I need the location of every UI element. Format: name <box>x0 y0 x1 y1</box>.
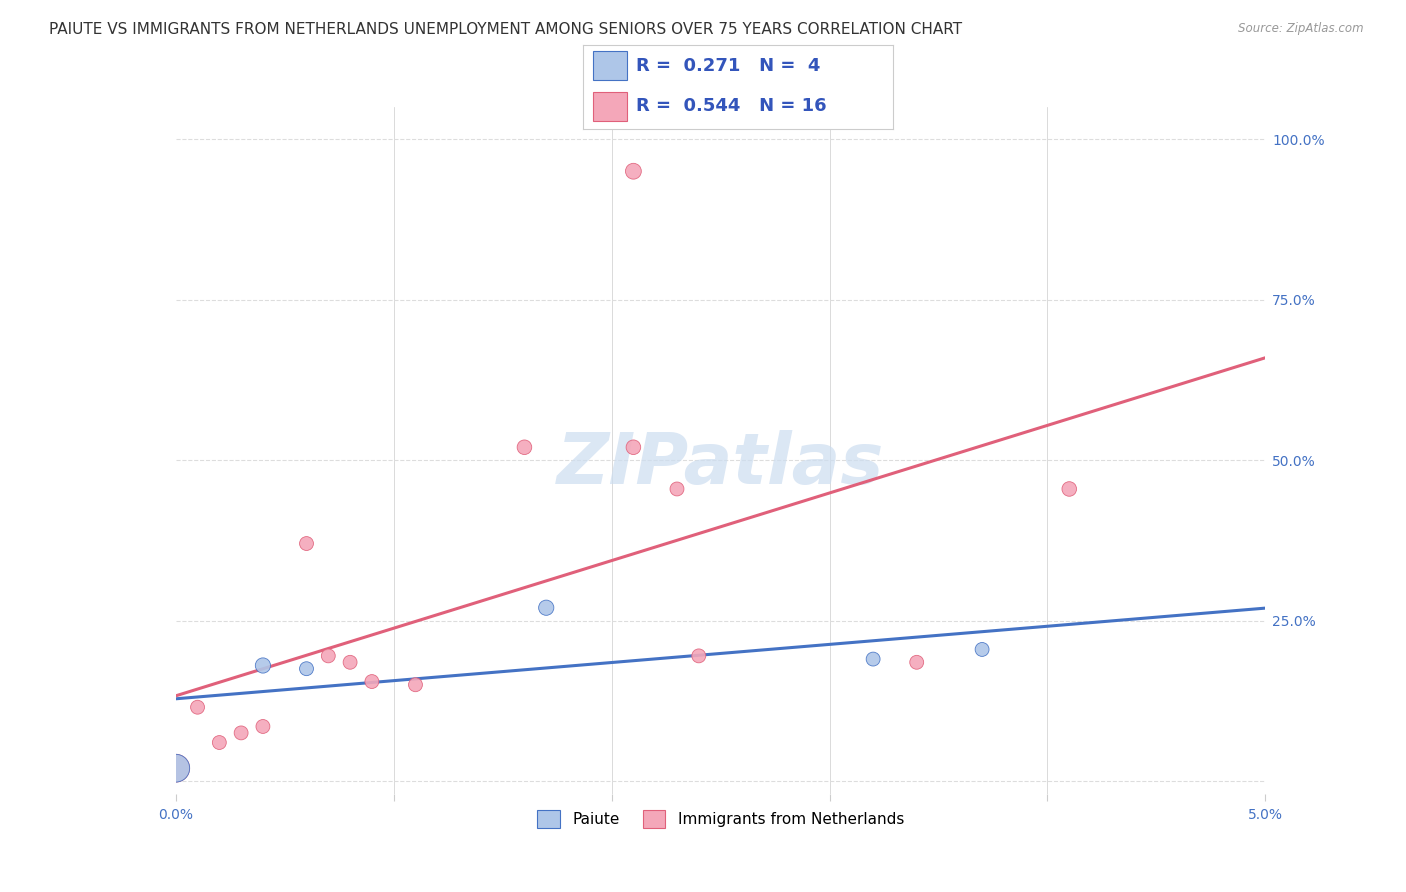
Point <box>231 726 253 740</box>
Point <box>252 719 274 733</box>
Text: R =  0.544   N = 16: R = 0.544 N = 16 <box>636 97 827 115</box>
Point <box>360 674 382 689</box>
Point <box>862 652 884 666</box>
Point <box>534 600 557 615</box>
FancyBboxPatch shape <box>593 92 627 120</box>
Point <box>1057 482 1080 496</box>
Point <box>688 648 710 663</box>
Legend: Paiute, Immigrants from Netherlands: Paiute, Immigrants from Netherlands <box>531 804 910 834</box>
Text: ZIPatlas: ZIPatlas <box>557 430 884 499</box>
Text: PAIUTE VS IMMIGRANTS FROM NETHERLANDS UNEMPLOYMENT AMONG SENIORS OVER 75 YEARS C: PAIUTE VS IMMIGRANTS FROM NETHERLANDS UN… <box>49 22 962 37</box>
Point <box>208 735 231 749</box>
Point <box>339 655 361 669</box>
Point <box>905 655 928 669</box>
Point <box>165 761 187 775</box>
Point <box>186 700 209 714</box>
Point <box>666 482 689 496</box>
Point <box>405 678 427 692</box>
FancyBboxPatch shape <box>593 52 627 80</box>
Point <box>513 440 536 454</box>
Point <box>295 536 318 550</box>
Point <box>621 440 644 454</box>
Point <box>252 658 274 673</box>
Point <box>621 164 644 178</box>
Text: Source: ZipAtlas.com: Source: ZipAtlas.com <box>1239 22 1364 36</box>
Point <box>295 662 318 676</box>
Point <box>165 761 187 775</box>
Text: R =  0.271   N =  4: R = 0.271 N = 4 <box>636 57 821 75</box>
Point <box>318 648 340 663</box>
Point <box>970 642 993 657</box>
